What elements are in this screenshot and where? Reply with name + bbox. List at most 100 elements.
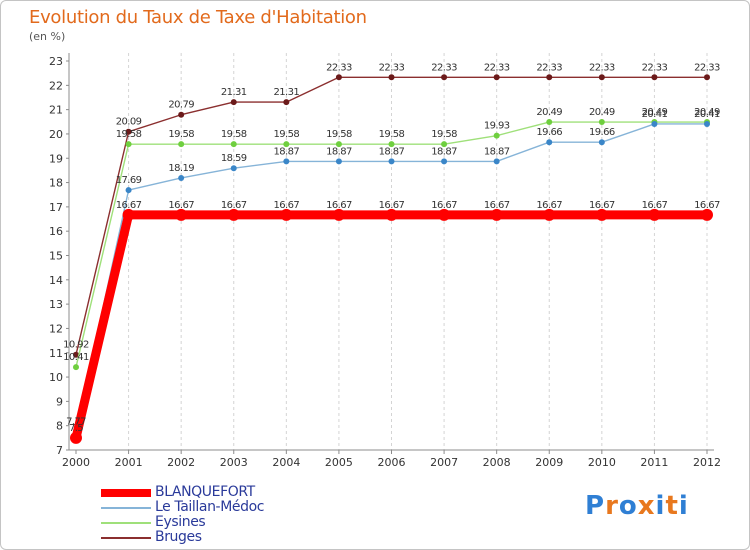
data-point [178,141,185,148]
logo-letter: x [637,491,656,521]
data-point [704,74,710,81]
data-label: 16.67 [221,200,247,211]
data-label: 18.19 [168,163,194,174]
data-point [125,128,132,135]
logo-letter: r [605,491,619,521]
data-label: 20.49 [694,107,720,118]
data-point [388,158,395,165]
data-point [73,364,79,371]
data-point [73,351,79,358]
data-point [543,208,556,221]
data-label: 19.58 [116,129,142,140]
data-point [441,74,448,81]
data-label: 7.5 [69,423,83,434]
x-tick-label: 2012 [693,456,721,469]
data-point [595,208,608,221]
data-label: 21.31 [221,87,247,98]
y-tick-label: 19 [49,152,63,165]
data-point [283,99,290,106]
y-tick-label: 12 [49,322,63,335]
y-tick-label: 21 [49,104,63,117]
data-label: 7.77 [66,416,86,427]
y-tick-label: 9 [56,395,63,408]
x-tick-label: 2002 [167,456,195,469]
data-point [125,141,132,148]
data-label: 17.69 [116,175,142,186]
y-tick-label: 10 [49,371,63,384]
data-label: 16.67 [168,200,194,211]
data-point [178,174,185,181]
data-point [651,120,658,127]
chart-unit-label: (en %) [29,30,66,43]
legend: BLANQUEFORT Le Taillan-Médoc Eysines Bru… [101,484,361,545]
proxiti-logo: Proxiti [585,491,689,521]
data-point [701,208,713,221]
data-label: 16.67 [642,200,668,211]
data-point [546,139,553,146]
data-point [438,208,451,221]
data-label: 22.33 [379,62,405,73]
data-point [493,132,500,139]
data-label: 20.49 [589,107,615,118]
data-label: 19.58 [326,129,352,140]
data-point [122,208,135,221]
data-label: 18.87 [379,146,405,157]
data-label: 22.33 [694,62,720,73]
data-point [648,208,661,221]
data-point [598,139,605,146]
data-label: 18.87 [431,146,457,157]
legend-item: Le Taillan-Médoc [101,499,361,515]
data-label: 22.33 [326,62,352,73]
data-point [230,99,237,106]
legend-swatch [101,489,151,497]
x-tick-label: 2008 [483,456,511,469]
data-point [598,74,605,81]
data-label: 16.67 [484,200,510,211]
data-label: 16.67 [431,200,457,211]
data-point [335,141,342,148]
y-tick-label: 13 [49,298,63,311]
data-point [441,141,448,148]
logo-letter: P [585,491,606,521]
y-tick-label: 14 [49,274,63,287]
data-label: 16.67 [589,200,615,211]
data-label: 18.87 [484,146,510,157]
legend-swatch [101,507,151,509]
x-tick-label: 2009 [535,456,563,469]
x-tick-label: 2001 [115,456,143,469]
legend-swatch [101,537,151,539]
data-label: 22.33 [431,62,457,73]
data-label: 20.09 [116,117,142,128]
data-label: 20.49 [642,107,668,118]
data-label: 22.33 [589,62,615,73]
data-point [332,208,345,221]
data-label: 18.87 [274,146,300,157]
data-point [335,74,342,81]
data-point [70,431,82,444]
data-label: 16.67 [536,200,562,211]
y-tick-label: 7 [56,444,63,457]
data-label: 20.41 [642,109,668,120]
data-label: 19.58 [379,129,405,140]
data-point [704,120,710,127]
x-tick-label: 2006 [378,456,406,469]
data-point [388,141,395,148]
data-point [493,74,500,81]
data-point [388,74,395,81]
legend-label: Eysines [155,514,206,530]
x-tick-label: 2007 [430,456,458,469]
data-label: 10.92 [63,340,89,351]
x-tick-label: 2004 [272,456,300,469]
data-label: 20.49 [536,107,562,118]
y-tick-label: 16 [49,225,63,238]
data-label: 16.67 [274,200,300,211]
data-point [230,141,237,148]
data-point [283,141,290,148]
logo-letter: i [678,491,689,521]
legend-item: BLANQUEFORT [101,484,361,500]
y-tick-label: 23 [49,55,63,68]
data-label: 19.66 [589,127,615,138]
data-point [230,165,237,172]
